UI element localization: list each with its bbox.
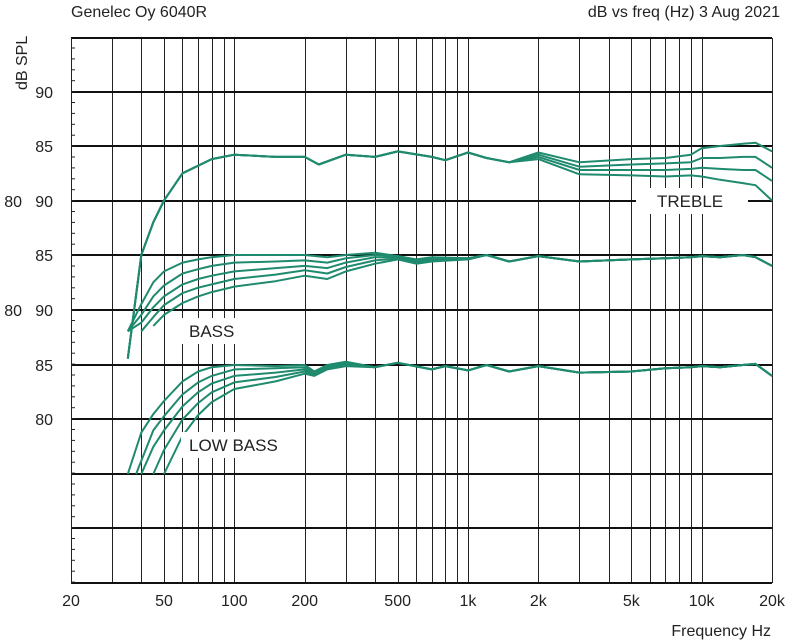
left-axis-ticks	[71, 38, 75, 583]
chart-title-left: Genelec Oy 6040R	[71, 4, 208, 21]
x-tick-label-200: 200	[291, 593, 318, 610]
x-tick-label-20: 20	[62, 593, 80, 610]
curve-low-bass-5	[163, 361, 773, 475]
x-tick-label-20k: 20k	[759, 593, 786, 610]
curve-treble-4	[126, 150, 773, 359]
y-tick-label-l80: 80	[35, 412, 53, 429]
y-tick-labels: 90 85 90 80 85 90 80 85 80	[4, 85, 53, 429]
y-tick-label-t85: 85	[35, 139, 53, 156]
y-tick-label-b90: 90	[35, 194, 53, 211]
group-label-bg	[181, 432, 305, 458]
curve-bass-5	[152, 254, 773, 327]
group-label-bass: BASS	[189, 322, 234, 341]
x-tick-label-50: 50	[155, 593, 173, 610]
group-low-bass	[126, 360, 773, 475]
response-curves	[126, 141, 773, 475]
x-tick-label-2k: 2k	[530, 593, 548, 610]
x-axis-label: Frequency Hz	[671, 623, 771, 640]
horizontal-gridlines	[71, 37, 772, 584]
group-label-treble: TREBLE	[657, 192, 723, 211]
y-tick-label-l90: 90	[35, 303, 53, 320]
x-tick-label-10k: 10k	[689, 593, 716, 610]
y-axis-label: dB SPL	[14, 36, 31, 90]
y-tick-label-l90-left: 80	[4, 303, 22, 320]
x-tick-label-1k: 1k	[460, 593, 478, 610]
y-tick-label-t90: 90	[35, 85, 53, 102]
x-tick-label-100: 100	[221, 593, 248, 610]
group-bass	[126, 251, 773, 333]
x-tick-label-5k: 5k	[623, 593, 641, 610]
x-tick-labels: 20 50 100 200 500 1k 2k 5k 10k 20k	[62, 593, 786, 610]
group-labels: TREBLE BASS LOW BASS	[181, 188, 748, 458]
y-tick-label-b85: 85	[35, 248, 53, 265]
group-treble	[126, 141, 773, 359]
y-tick-label-b90-left: 80	[4, 194, 22, 211]
group-label-low-bass: LOW BASS	[189, 436, 278, 455]
group-label-bg	[181, 318, 253, 344]
y-tick-label-l85: 85	[35, 358, 53, 375]
group-label-bg	[636, 188, 748, 214]
x-tick-label-500: 500	[384, 593, 411, 610]
chart-title-right: dB vs freq (Hz) 3 Aug 2021	[587, 4, 780, 21]
